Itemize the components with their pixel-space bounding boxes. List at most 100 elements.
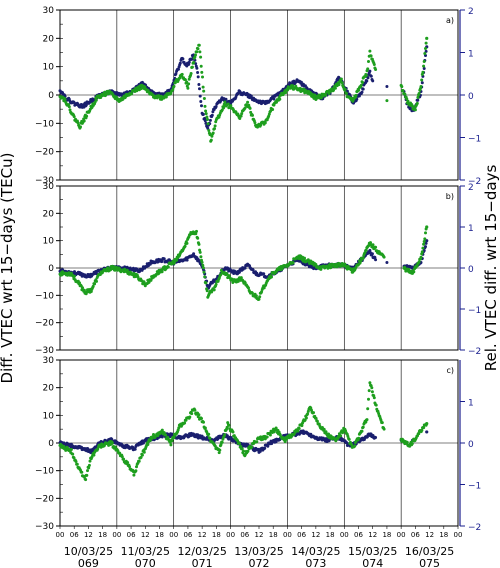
data-point	[197, 242, 201, 246]
data-point	[374, 245, 378, 249]
data-point	[193, 408, 197, 412]
data-point	[374, 68, 378, 71]
data-point	[417, 92, 421, 95]
data-point	[424, 241, 428, 245]
data-point	[422, 67, 426, 70]
data-point	[419, 255, 423, 259]
data-point	[213, 127, 216, 131]
data-point	[198, 250, 202, 254]
data-point	[172, 436, 176, 440]
data-point	[327, 432, 330, 436]
data-point	[197, 413, 201, 417]
data-point	[333, 86, 337, 90]
data-point	[226, 102, 230, 106]
hour-tick-label: 12	[368, 531, 377, 539]
data-point	[360, 429, 364, 433]
hour-tick-label: 06	[411, 531, 420, 539]
data-point	[130, 92, 134, 96]
data-point	[194, 53, 197, 57]
data-point	[206, 118, 209, 121]
day-date-label: 11/03/25	[121, 545, 170, 558]
data-point	[76, 121, 80, 125]
data-point	[370, 386, 374, 390]
data-point	[296, 429, 300, 433]
data-point	[203, 275, 207, 279]
data-point	[371, 79, 375, 83]
data-point	[183, 421, 187, 425]
data-point	[218, 448, 222, 452]
x-axis: 00 06 12 18 00 06 12 18 00 06 12 18 00 06 12 18 00 06 12 18…	[56, 526, 463, 568]
left-tick-label: −20	[35, 494, 54, 504]
hour-tick-label: 00	[454, 531, 463, 539]
hour-tick-label: 00	[283, 531, 292, 539]
data-point	[185, 241, 189, 245]
data-point	[95, 279, 98, 283]
data-point	[425, 430, 429, 434]
data-point	[420, 78, 424, 82]
data-point	[87, 466, 91, 470]
data-point	[258, 449, 262, 453]
data-point	[357, 436, 361, 440]
data-point	[202, 89, 206, 93]
data-point	[423, 237, 427, 241]
hour-tick-label: 06	[297, 531, 306, 539]
data-point	[374, 258, 378, 262]
data-point	[207, 129, 211, 132]
data-point	[201, 263, 205, 267]
data-point	[239, 114, 243, 118]
data-point	[120, 455, 124, 459]
day-doy-label: 072	[249, 557, 270, 568]
day-doy-label: 069	[78, 557, 99, 568]
data-point	[322, 427, 326, 431]
data-point	[202, 420, 205, 424]
data-point	[195, 229, 198, 233]
data-point	[186, 86, 190, 90]
data-point	[370, 252, 374, 256]
data-point	[238, 442, 241, 446]
data-point	[196, 236, 200, 240]
data-point	[366, 76, 370, 80]
data-point	[238, 117, 242, 120]
series-2-points	[58, 381, 429, 482]
data-point	[350, 443, 354, 446]
data-point	[425, 225, 429, 229]
data-point	[85, 114, 89, 118]
data-point	[406, 99, 410, 103]
data-point	[261, 437, 265, 441]
data-point	[354, 93, 358, 97]
data-point	[211, 110, 215, 114]
data-point	[195, 66, 199, 70]
data-point	[258, 295, 262, 299]
data-point	[240, 112, 244, 116]
data-point	[242, 449, 245, 453]
data-point	[220, 440, 224, 444]
left-tick-label: 10	[43, 63, 55, 73]
hour-tick-label: 00	[397, 531, 406, 539]
data-point	[278, 97, 282, 101]
left-tick-label: 10	[43, 411, 55, 421]
data-point	[422, 64, 426, 68]
data-point	[312, 411, 315, 415]
data-point	[190, 65, 194, 69]
data-point	[413, 108, 417, 112]
data-point	[417, 432, 421, 436]
data-point	[214, 105, 218, 109]
data-point	[203, 116, 207, 120]
data-point	[75, 462, 79, 466]
data-point	[205, 289, 209, 293]
right-tick-label: −2	[468, 347, 481, 357]
data-point	[198, 87, 201, 91]
data-point	[85, 473, 89, 477]
left-tick-label: 30	[43, 6, 55, 16]
right-tick-label: 0	[468, 440, 474, 450]
data-point	[405, 97, 409, 101]
data-point	[204, 109, 208, 113]
data-point	[347, 437, 351, 441]
day-doy-label: 073	[305, 557, 326, 568]
data-point	[209, 138, 213, 142]
data-point	[201, 112, 205, 116]
data-point	[369, 241, 372, 245]
data-point	[424, 245, 427, 249]
